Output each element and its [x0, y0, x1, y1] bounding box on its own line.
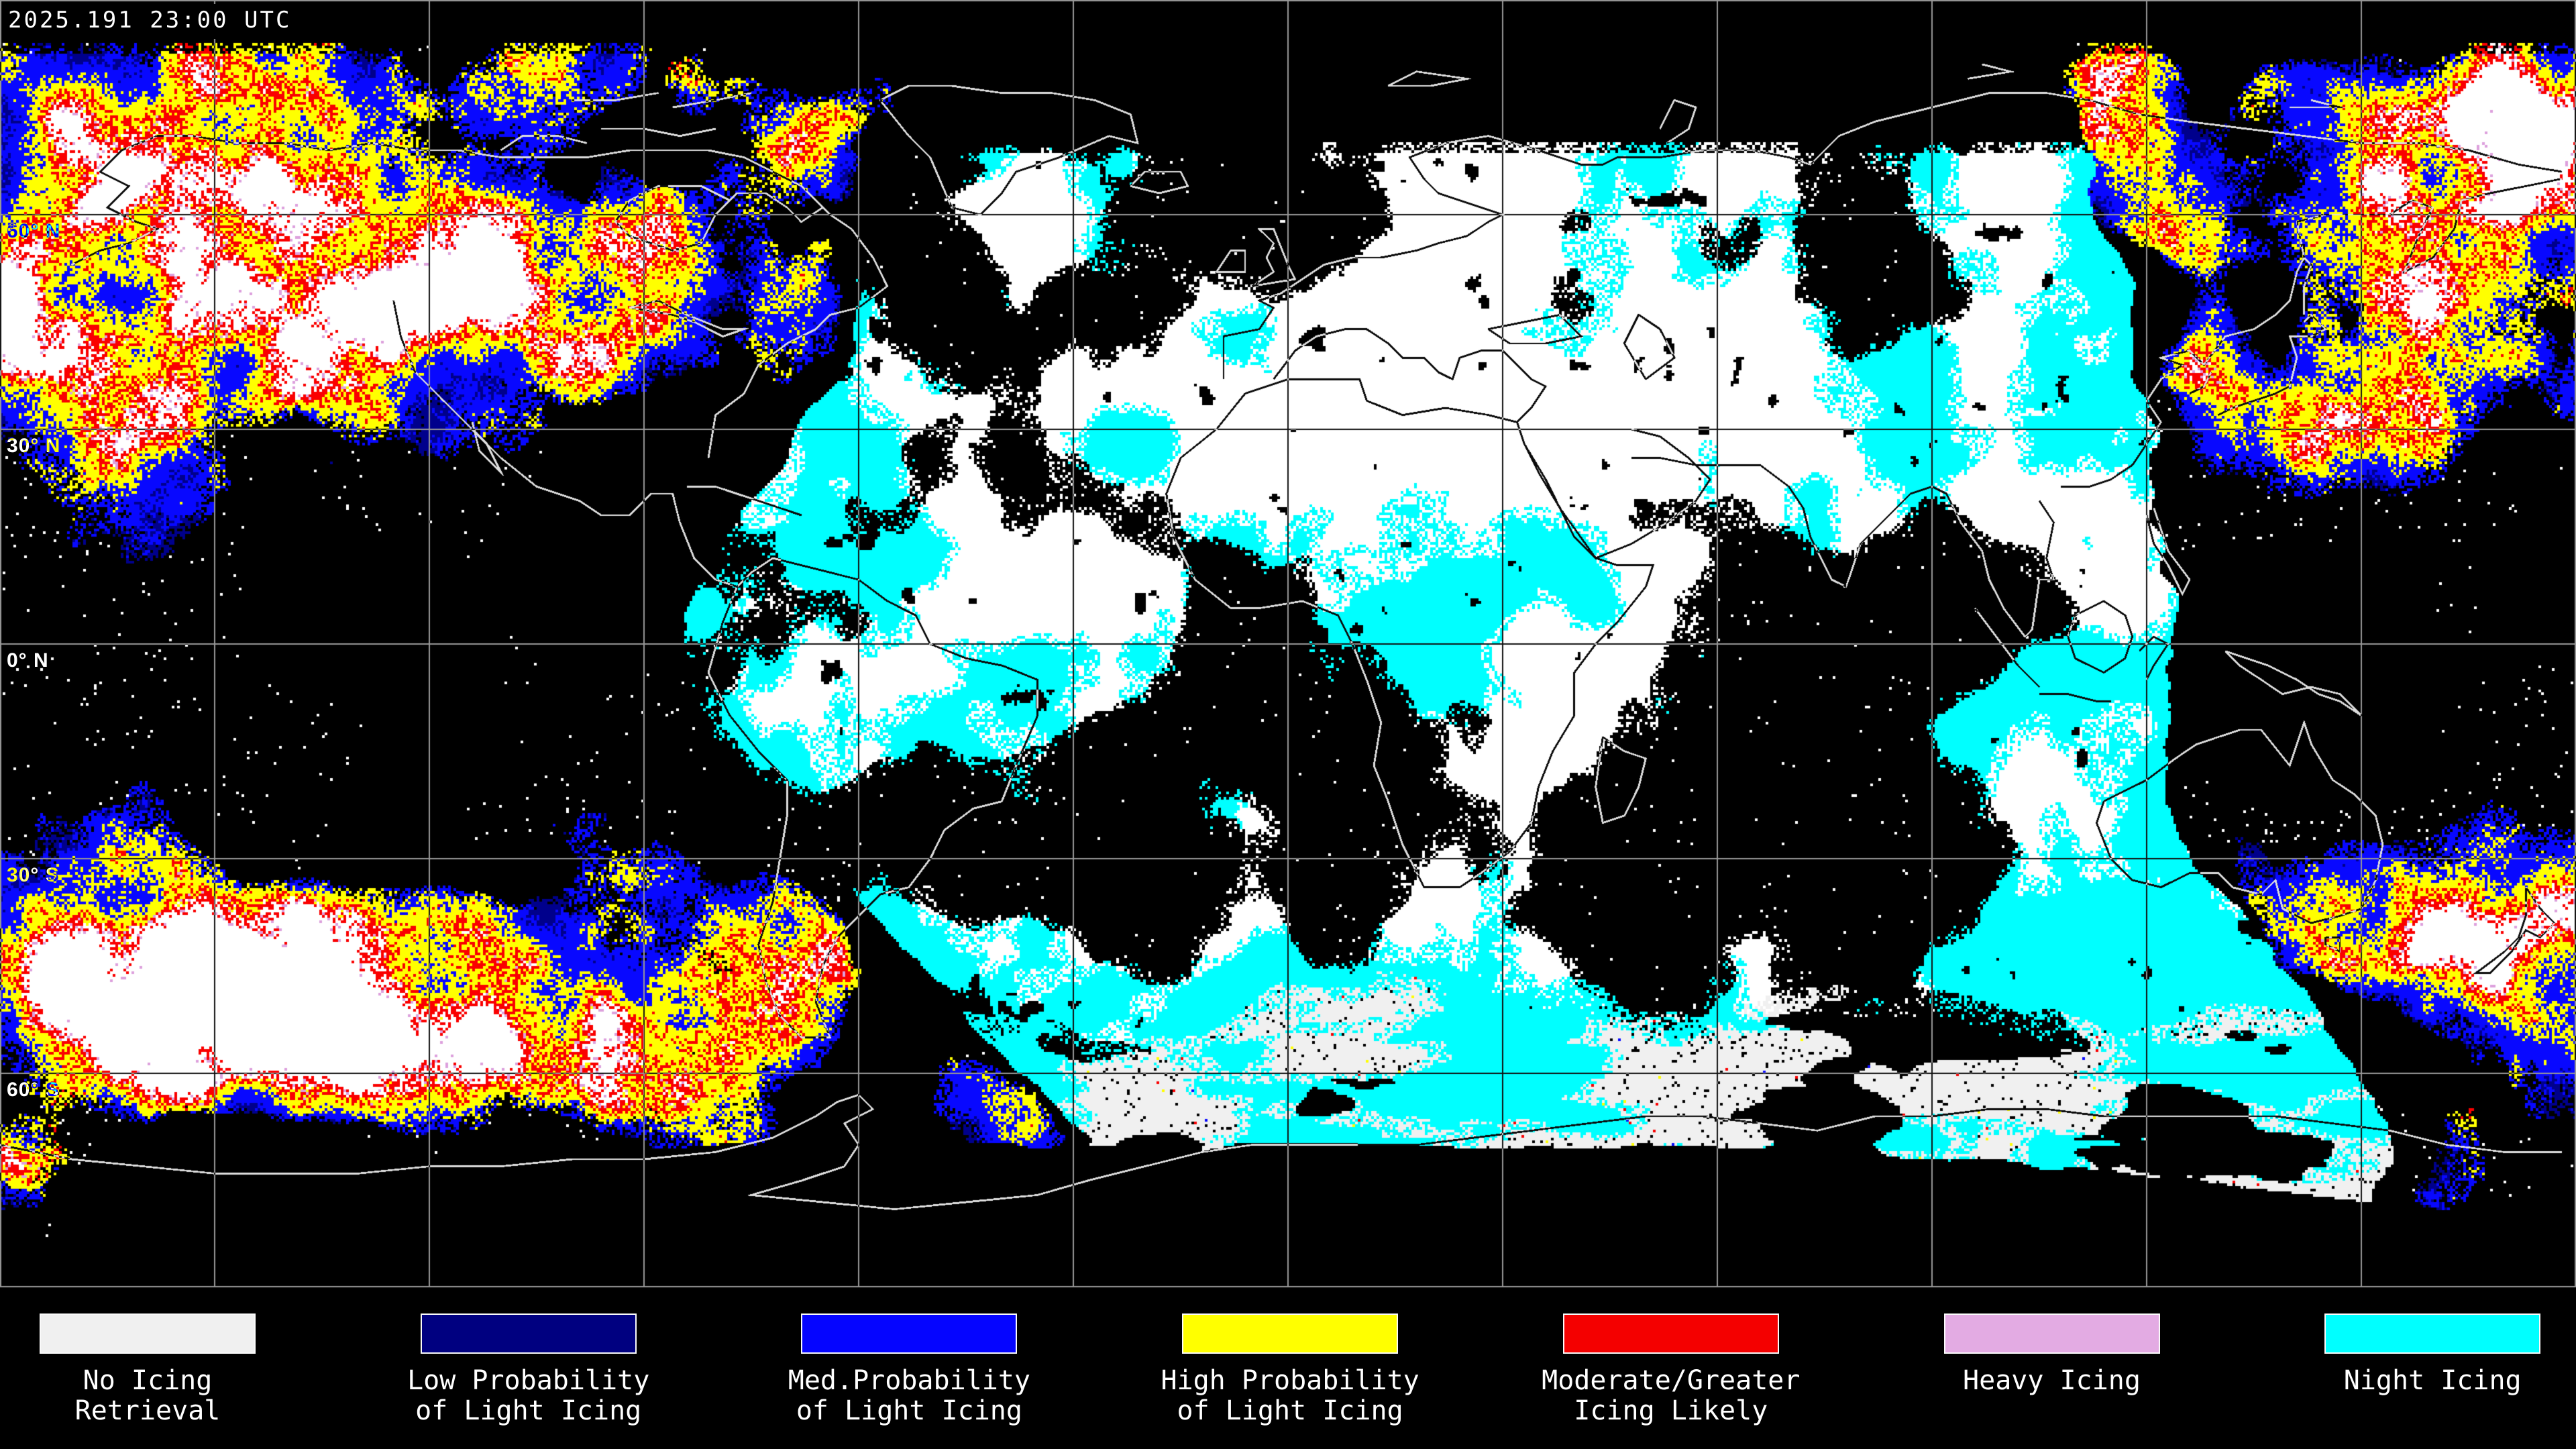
legend-label-high-probability-line2: of Light Icing [1177, 1395, 1403, 1426]
legend-label-night-icing-line1: Night Icing [2343, 1365, 2522, 1396]
latitude-label-0n: 0° N [7, 649, 49, 672]
legend-swatch-med-probability [801, 1313, 1018, 1354]
legend-label-no-icing-retrieval-line2: Retrieval [74, 1395, 221, 1426]
latitude-label-60s: 60° S [7, 1079, 60, 1101]
legend-label-high-probability-line1: High Probability [1161, 1365, 1419, 1396]
latitude-label-30n: 30° N [7, 435, 61, 457]
legend-swatch-no-icing-retrieval [40, 1313, 256, 1354]
legend-label-no-icing-retrieval-line1: No Icing [83, 1365, 213, 1396]
legend-label-heavy-icing-line1: Heavy Icing [1963, 1365, 2141, 1396]
legend-label-low-probability-line2: of Light Icing [415, 1395, 642, 1426]
legend-swatch-high-probability [1182, 1313, 1399, 1354]
legend-swatch-heavy-icing [1943, 1313, 2160, 1354]
legend-swatch-night-icing [2324, 1313, 2541, 1354]
legend-swatch-low-probability [420, 1313, 637, 1354]
legend-bar: No Icing Retrieval Low Probability of Light… [0, 1288, 2576, 1449]
legend-label-med-probability-line1: Med.Probability [788, 1365, 1030, 1396]
global-icing-map [0, 0, 2576, 1288]
timestamp-label: 2025.191 23:00 UTC [4, 4, 303, 39]
legend-label-low-probability-line1: Low Probability [407, 1365, 650, 1396]
latitude-label-30s: 30° S [7, 864, 60, 886]
latitude-label-60n: 60° N [7, 220, 61, 242]
legend-label-moderate-greater-line1: Moderate/Greater [1542, 1365, 1801, 1396]
legend-label-moderate-greater-line2: Icing Likely [1574, 1395, 1768, 1426]
legend-swatch-moderate-greater [1562, 1313, 1779, 1354]
legend-label-med-probability-line2: of Light Icing [796, 1395, 1022, 1426]
